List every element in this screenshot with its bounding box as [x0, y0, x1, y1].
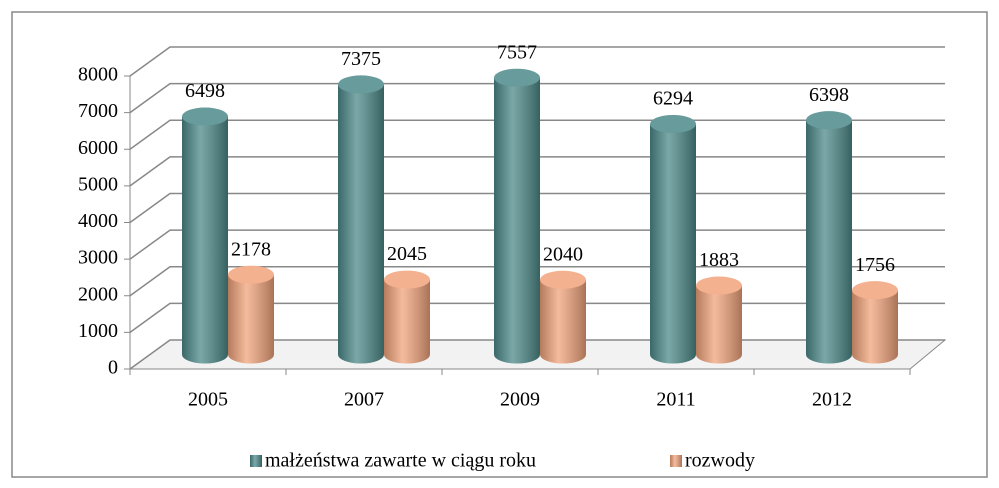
cylinder-top: [650, 114, 696, 133]
y-tick-label: 6000: [78, 137, 118, 159]
value-label: 1756: [855, 254, 895, 276]
cylinder-top-shade: [338, 75, 384, 94]
cylinder-top: [182, 107, 228, 126]
value-label: 1883: [699, 249, 739, 271]
value-label: 6398: [809, 84, 849, 106]
cylinder-top: [852, 281, 898, 300]
y-tick-label: 3000: [78, 247, 118, 269]
value-label: 2040: [543, 243, 583, 265]
cylinder-top: [228, 265, 274, 284]
y-tick-label: 0: [108, 357, 118, 379]
legend-label: małżeństwa zawarte w ciągu roku: [265, 450, 536, 472]
cylinder-top: [696, 276, 742, 295]
cylinder-top-shade: [806, 111, 852, 130]
cylinder-shade: [540, 279, 586, 355]
x-tick-label: 2009: [500, 389, 540, 411]
cylinder-top: [384, 270, 430, 289]
x-tick-label: 2011: [656, 389, 695, 411]
x-tick-label: 2007: [344, 389, 384, 411]
y-tick-label: 1000: [78, 320, 118, 342]
cylinder-top: [494, 68, 540, 87]
cylinder-shade: [852, 290, 898, 355]
cylinder-top-shade: [696, 276, 742, 295]
value-label: 2045: [387, 243, 427, 265]
y-tick-label: 8000: [78, 64, 118, 86]
value-label: 2178: [231, 238, 271, 260]
cylinder-top-shade: [384, 270, 430, 289]
legend-marker-shade: [670, 455, 682, 467]
cylinder-top: [338, 75, 384, 94]
y-tick-label: 4000: [78, 210, 118, 232]
y-tick-label: 7000: [78, 100, 118, 122]
grid-line: [129, 82, 945, 114]
x-tick-label: 2012: [812, 389, 852, 411]
value-label: 6294: [653, 88, 693, 110]
cylinder-shade: [696, 285, 742, 355]
cylinder-shade: [384, 279, 430, 355]
value-label: 6498: [185, 80, 225, 102]
x-tick-label: 2005: [188, 389, 228, 411]
cylinder-top: [806, 111, 852, 130]
y-tick-label: 5000: [78, 173, 118, 195]
value-label: 7375: [341, 48, 381, 70]
cylinder-shade: [494, 77, 540, 355]
grid-line: [129, 46, 945, 77]
cylinder-top-shade: [852, 281, 898, 300]
legend-marker-shade: [250, 455, 262, 467]
cylinder-shade: [228, 274, 274, 355]
legend-label: rozwody: [685, 450, 755, 472]
value-label: 7557: [497, 41, 537, 63]
cylinder-shade: [650, 123, 696, 355]
cylinder-top-shade: [182, 107, 228, 126]
y-tick-label: 2000: [78, 283, 118, 305]
cylinder-shade: [806, 120, 852, 355]
cylinder-top-shade: [228, 265, 274, 284]
cylinder-top: [540, 270, 586, 289]
cylinder-shade: [182, 116, 228, 355]
cylinder-top-shade: [540, 270, 586, 289]
cylinder-shade: [338, 84, 384, 355]
cylinder-top-shade: [650, 114, 696, 133]
cylinder-top-shade: [494, 68, 540, 87]
